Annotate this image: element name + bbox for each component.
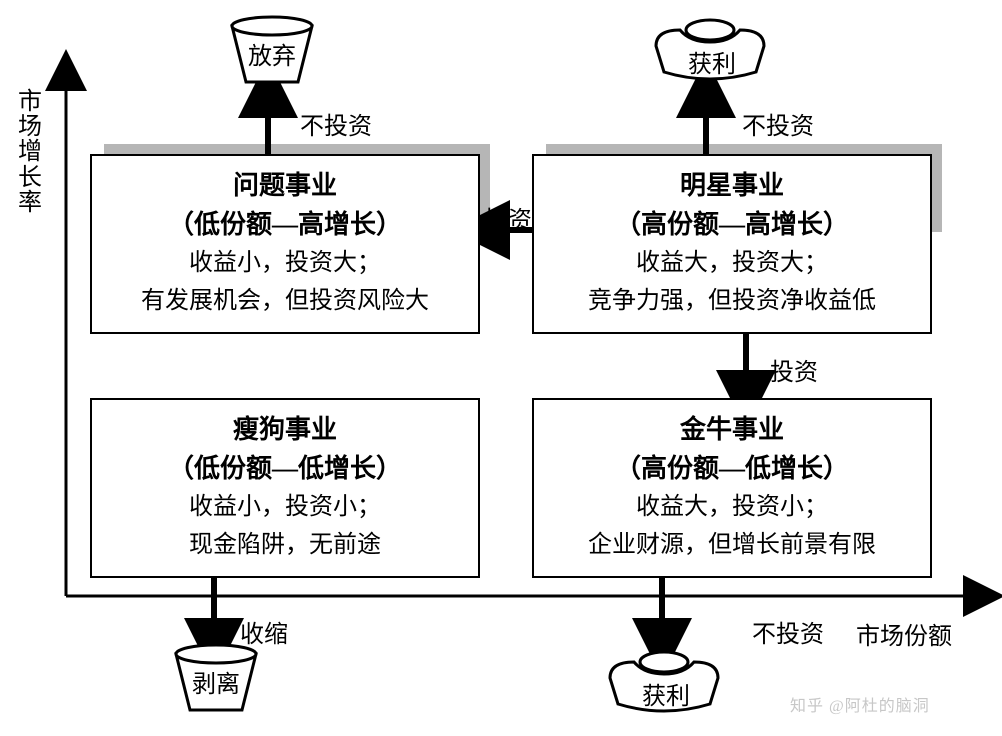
quadrant-star: 明星事业 （高份额—高增长） 收益大，投资大； 竞争力强，但投资净收益低 bbox=[532, 154, 932, 334]
edge-label-shrink: 收缩 bbox=[240, 614, 288, 649]
quadrant-question: 问题事业 （低份额—高增长） 收益小，投资大； 有发展机会，但投资风险大 bbox=[90, 154, 480, 334]
quadrant-dog: 瘦狗事业 （低份额—低增长） 收益小，投资小； 现金陷阱，无前途 bbox=[90, 398, 480, 578]
quadrant-line2: 企业财源，但增长前景有限 bbox=[548, 526, 916, 564]
outcome-abandon-label: 放弃 bbox=[248, 36, 296, 71]
edge-label-noinvest-q: 不投资 bbox=[300, 106, 372, 141]
quadrant-line1: 收益大，投资大； bbox=[548, 244, 916, 282]
outcome-profit-bottom-label: 获利 bbox=[642, 676, 690, 711]
quadrant-line1: 收益小，投资大； bbox=[106, 244, 464, 282]
outcome-divest-label: 剥离 bbox=[192, 664, 240, 699]
quadrant-line2: 有发展机会，但投资风险大 bbox=[106, 282, 464, 320]
y-axis-label: 市场增长率 bbox=[16, 90, 44, 216]
quadrant-cow: 金牛事业 （高份额—低增长） 收益大，投资小； 企业财源，但增长前景有限 bbox=[532, 398, 932, 578]
quadrant-subtitle: （低份额—低增长） bbox=[106, 449, 464, 488]
outcome-profit-top-label: 获利 bbox=[688, 44, 736, 79]
quadrant-subtitle: （高份额—高增长） bbox=[548, 205, 916, 244]
axes-svg bbox=[0, 0, 1002, 736]
quadrant-line1: 收益大，投资小； bbox=[548, 488, 916, 526]
edge-label-invest-down: 投资 bbox=[770, 352, 818, 387]
edge-label-invest-left: 投资 bbox=[484, 200, 532, 235]
quadrant-title: 金牛事业 bbox=[548, 410, 916, 449]
quadrant-line1: 收益小，投资小； bbox=[106, 488, 464, 526]
edge-label-noinvest-s: 不投资 bbox=[742, 106, 814, 141]
quadrant-title: 明星事业 bbox=[548, 166, 916, 205]
bcg-matrix-diagram: 市场增长率 市场份额 问题事业 （低份额—高增长） 收益小，投资大； 有发展机会… bbox=[0, 0, 1002, 736]
edge-label-noinvest-c: 不投资 bbox=[752, 614, 824, 649]
quadrant-subtitle: （高份额—低增长） bbox=[548, 449, 916, 488]
quadrant-line2: 现金陷阱，无前途 bbox=[106, 526, 464, 564]
watermark: 知乎 @阿杜的脑洞 bbox=[790, 692, 930, 716]
x-axis-label: 市场份额 bbox=[856, 616, 952, 651]
quadrant-title: 问题事业 bbox=[106, 166, 464, 205]
quadrant-title: 瘦狗事业 bbox=[106, 410, 464, 449]
quadrant-subtitle: （低份额—高增长） bbox=[106, 205, 464, 244]
quadrant-line2: 竞争力强，但投资净收益低 bbox=[548, 282, 916, 320]
